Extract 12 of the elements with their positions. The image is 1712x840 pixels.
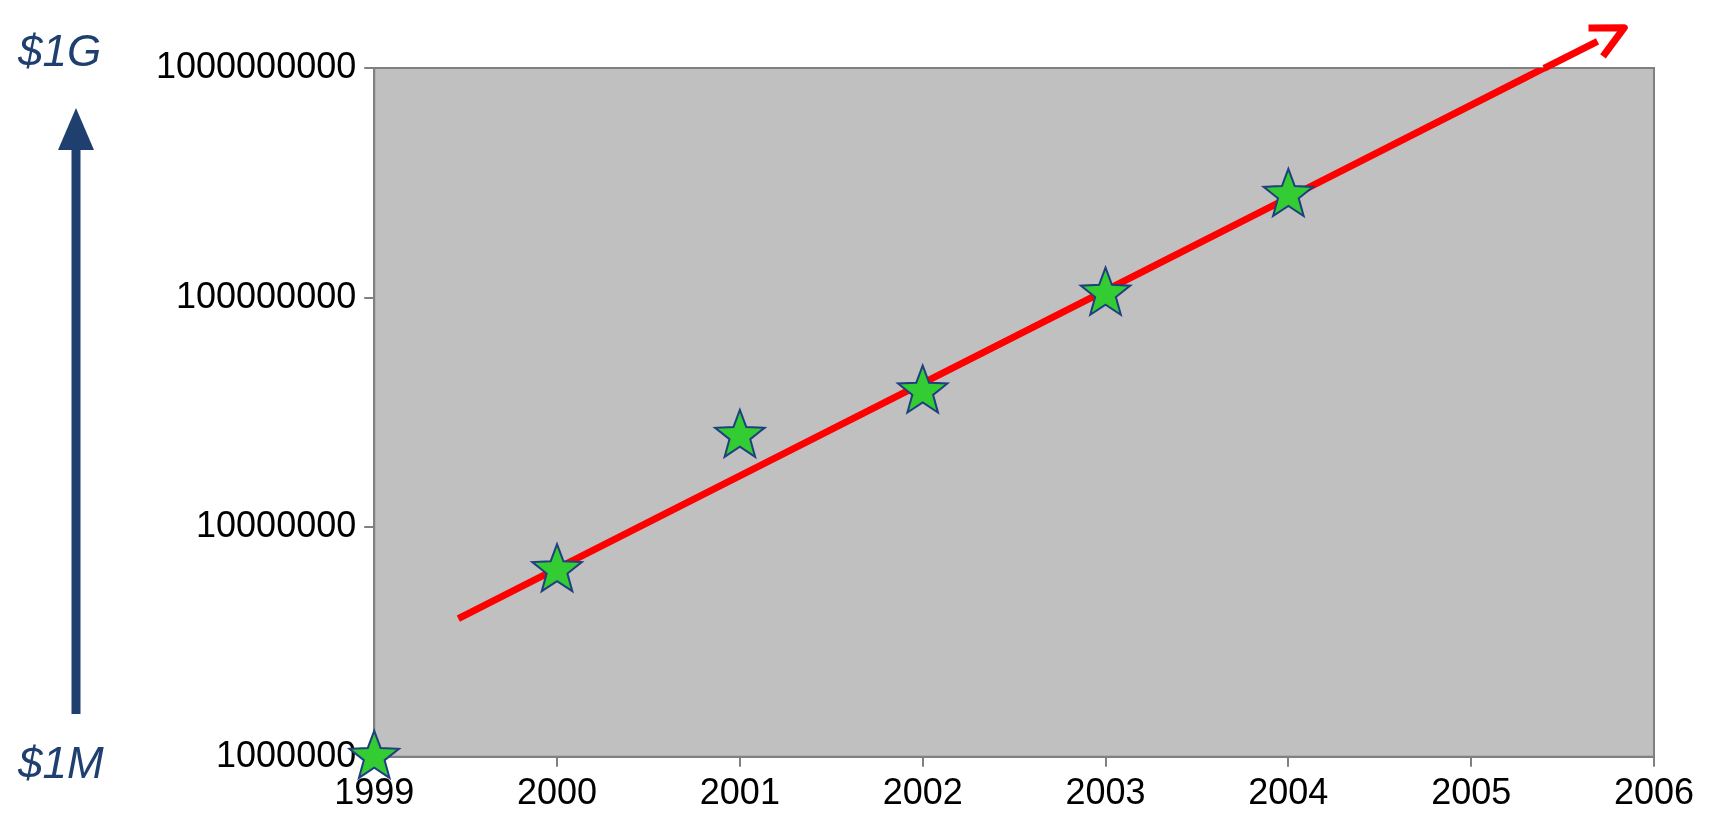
x-tick-label: 2003 <box>1065 771 1146 813</box>
x-tick-label: 2001 <box>699 771 780 813</box>
y-tick-label: 10000000 <box>196 504 357 546</box>
x-tick-label: 2000 <box>516 771 598 813</box>
y-tick-label: 100000000 <box>176 274 357 316</box>
x-tick-label: 2002 <box>882 771 963 813</box>
y-tick-label: 1000000000 <box>156 44 357 86</box>
x-tick-label: 2006 <box>1613 771 1695 813</box>
x-tick-label: 2004 <box>1248 771 1329 813</box>
text: $1M <box>18 738 104 788</box>
text: $1G <box>18 26 102 76</box>
x-tick-label: 2005 <box>1431 771 1512 813</box>
